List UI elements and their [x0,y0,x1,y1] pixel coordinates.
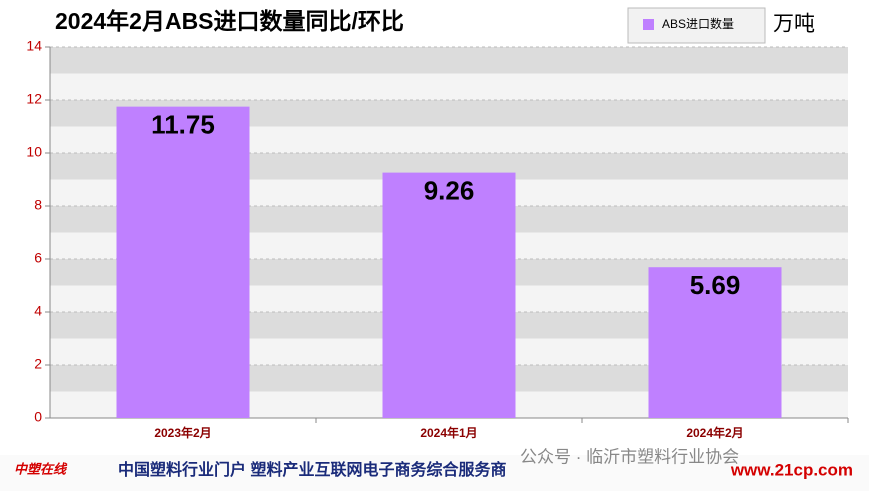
footer-url: www.21cp.com [730,460,853,479]
footer-slogan: 中国塑料行业门户 塑料产业互联网电子商务综合服务商 [118,460,506,479]
y-tick-label: 8 [34,197,42,213]
y-tick-label: 4 [34,303,42,319]
footer-logo: 中塑在线 [14,461,68,476]
x-tick-label: 2024年2月 [686,425,743,440]
y-tick-label: 2 [34,356,42,372]
legend-swatch [643,19,654,30]
data-label: 9.26 [424,175,475,205]
bar [382,172,516,418]
footer-bar [0,455,869,491]
chart-title: 2024年2月ABS进口数量同比/环比 [55,8,404,34]
y-tick-label: 6 [34,250,42,266]
legend-label: ABS进口数量 [662,16,734,31]
unit-label: 万吨 [773,13,815,36]
data-label: 5.69 [690,270,741,300]
y-tick-label: 10 [26,144,42,160]
y-tick-label: 14 [26,38,42,54]
bar [648,267,782,418]
y-tick-label: 0 [34,409,42,425]
grid-band [50,47,848,74]
x-tick-label: 2024年1月 [420,425,477,440]
watermark: 公众号 · 临沂市塑料行业协会 [520,447,739,466]
bar [116,106,250,418]
y-tick-label: 12 [26,91,42,107]
x-tick-label: 2023年2月 [154,425,211,440]
data-label: 11.75 [151,110,215,140]
